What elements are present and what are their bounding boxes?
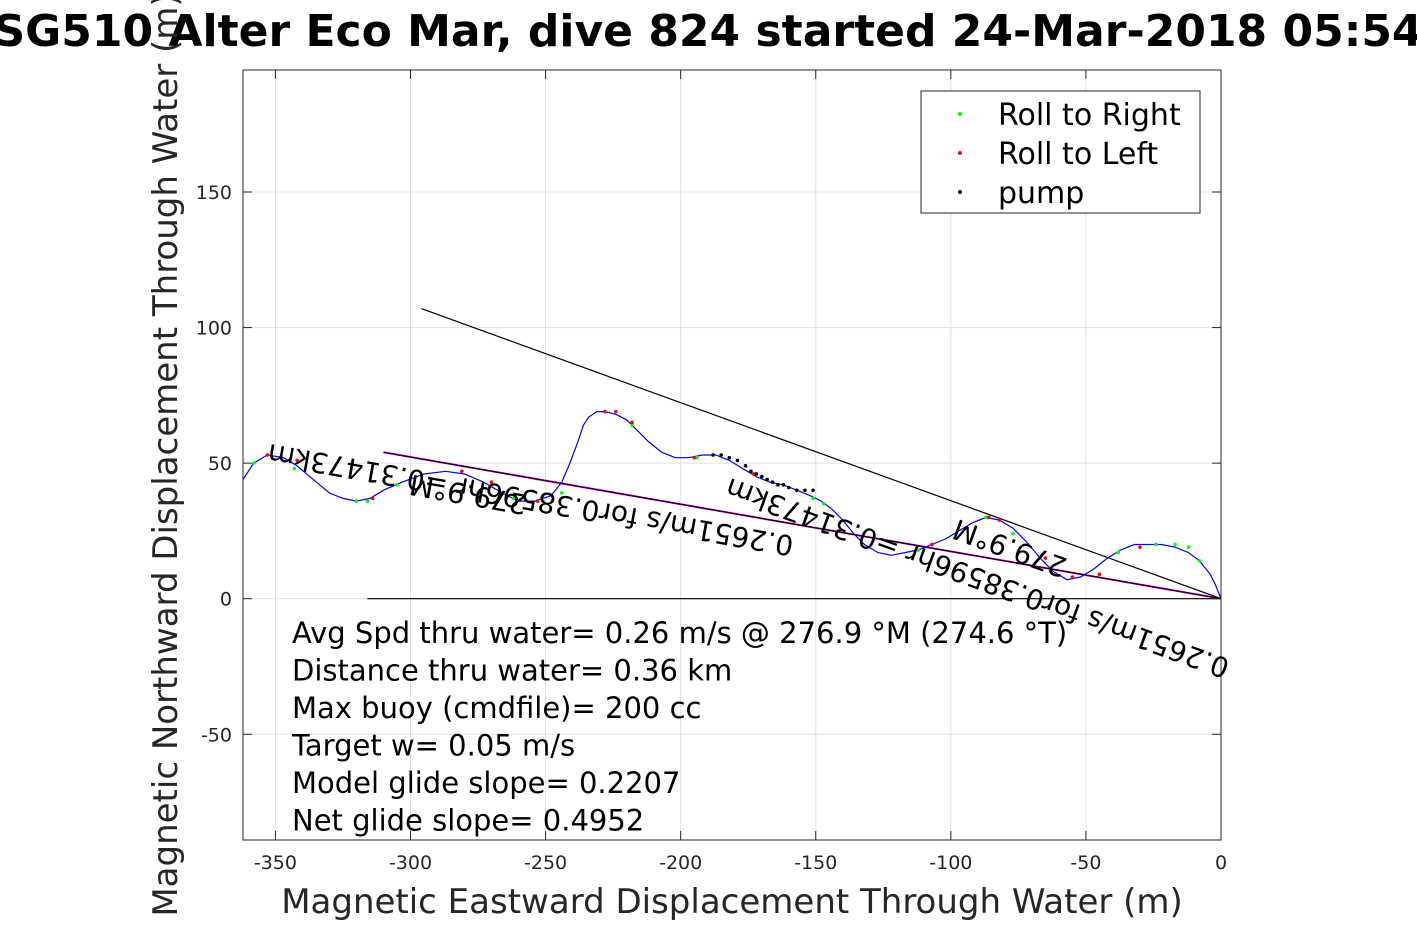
roll-left-point xyxy=(535,499,540,503)
info-text-block: Avg Spd thru water= 0.26 m/s @ 276.9 °M … xyxy=(291,616,1067,838)
legend-marker xyxy=(958,151,962,155)
roll-right-point xyxy=(395,483,399,487)
roll-right-point xyxy=(1154,542,1158,547)
info-line: Max buoy (cmdfile)= 200 cc xyxy=(292,691,701,725)
pump-point xyxy=(727,455,732,460)
roll-right-point xyxy=(984,515,988,520)
roll-right-point xyxy=(365,499,370,503)
roll-right-point xyxy=(252,461,256,465)
pump-point xyxy=(786,485,791,490)
axis-ticks xyxy=(243,70,1222,840)
roll-right-point xyxy=(916,548,921,552)
roll-right-point xyxy=(511,496,515,501)
y-tick-label: 100 xyxy=(196,318,232,340)
line-net-ref xyxy=(383,451,1221,600)
roll-left-point xyxy=(489,480,494,484)
axes-box xyxy=(242,69,1222,841)
roll-right-point xyxy=(811,496,815,501)
roll-left-point xyxy=(630,420,634,425)
roll-left-point xyxy=(460,469,464,474)
x-tick-label: -200 xyxy=(659,852,702,874)
reference-lines xyxy=(367,308,1221,600)
roll-left-point xyxy=(1097,572,1102,577)
pump-point xyxy=(776,483,780,487)
tick-labels: -350 -300 -250 -200 -150 -100 -50 0 -50 0 50 100 150 xyxy=(196,182,1227,874)
info-line: Distance thru water= 0.36 km xyxy=(292,654,732,688)
x-tick-label: -100 xyxy=(929,852,972,874)
pump-point xyxy=(719,453,723,457)
roll-left-point xyxy=(751,472,756,476)
y-axis-label: Magnetic Northward Displacement Through … xyxy=(146,0,186,917)
roll-left-point xyxy=(614,409,618,414)
pump-point xyxy=(765,477,769,482)
legend-label: Roll to Right xyxy=(998,98,1181,133)
roll-left-point xyxy=(1138,545,1142,549)
x-tick-label: -50 xyxy=(1070,852,1101,874)
data-layer xyxy=(243,308,1221,600)
pump-point xyxy=(781,483,786,487)
legend-label: pump xyxy=(998,176,1084,211)
roll-right-point xyxy=(822,502,826,506)
legend: Roll to Right Roll to Left pump xyxy=(920,90,1201,214)
pump-point xyxy=(735,458,740,463)
x-tick-label: -150 xyxy=(794,852,837,874)
roll-left-point xyxy=(997,518,1002,522)
pump-point xyxy=(759,474,764,479)
line-avg xyxy=(421,308,1221,600)
roll-right-point xyxy=(292,466,297,471)
pump-point xyxy=(711,453,715,457)
roll-right-point xyxy=(1186,545,1191,549)
info-line: Target w= 0.05 m/s xyxy=(291,729,575,763)
legend-label: Roll to Left xyxy=(998,137,1158,172)
pump-point xyxy=(803,488,807,493)
x-tick-label: -300 xyxy=(389,852,432,874)
roll-left-point xyxy=(265,453,270,457)
legend-marker xyxy=(958,112,962,116)
legend-box xyxy=(920,90,1201,214)
legend-marker xyxy=(958,190,962,194)
roll-left-point xyxy=(370,496,375,501)
roll-right-point xyxy=(630,423,634,427)
y-tick-label: -50 xyxy=(201,724,232,746)
roll-left-point xyxy=(1070,575,1075,579)
roll-left-point xyxy=(1043,556,1048,560)
chart-title: SG510 Alter Eco Mar, dive 824 started 24… xyxy=(0,6,1417,57)
pump-point xyxy=(749,469,753,474)
info-line: Net glide slope= 0.4952 xyxy=(292,804,644,838)
roll-left-point xyxy=(603,409,607,414)
info-line: Model glide slope= 0.2207 xyxy=(292,766,680,800)
pump-point xyxy=(743,464,748,468)
x-tick-label: -350 xyxy=(254,852,297,874)
roll-right-point xyxy=(695,455,699,460)
pump-point xyxy=(770,480,775,484)
roll-right-point xyxy=(354,499,359,503)
y-tick-label: 0 xyxy=(220,589,232,611)
y-tick-label: 50 xyxy=(208,453,232,475)
glider-track-line xyxy=(243,411,1221,599)
roll-left-point xyxy=(279,455,283,460)
roll-right-point xyxy=(559,491,564,495)
roll-right-point xyxy=(1173,542,1177,547)
roll-right-point xyxy=(1011,531,1015,536)
roll-right-point xyxy=(1197,558,1202,563)
pump-point xyxy=(754,472,759,476)
roll-left-point xyxy=(930,542,934,547)
roll-left-point xyxy=(692,455,696,460)
roll-right-point xyxy=(1116,550,1121,555)
x-tick-label: 0 xyxy=(1215,852,1227,874)
x-tick-label: -250 xyxy=(524,852,567,874)
pump-point xyxy=(811,488,815,493)
roll-left-point xyxy=(295,458,299,463)
roll-and-pump-markers xyxy=(252,409,1202,579)
y-tick-label: 150 xyxy=(196,182,232,204)
roll-right-point xyxy=(541,499,545,503)
legend-items: Roll to Right Roll to Left pump xyxy=(958,98,1181,211)
pump-point xyxy=(795,488,799,493)
x-axis-label: Magnetic Eastward Displacement Through W… xyxy=(281,882,1183,922)
roll-left-point xyxy=(986,515,991,520)
info-line: Avg Spd thru water= 0.26 m/s @ 276.9 °M … xyxy=(292,616,1067,650)
